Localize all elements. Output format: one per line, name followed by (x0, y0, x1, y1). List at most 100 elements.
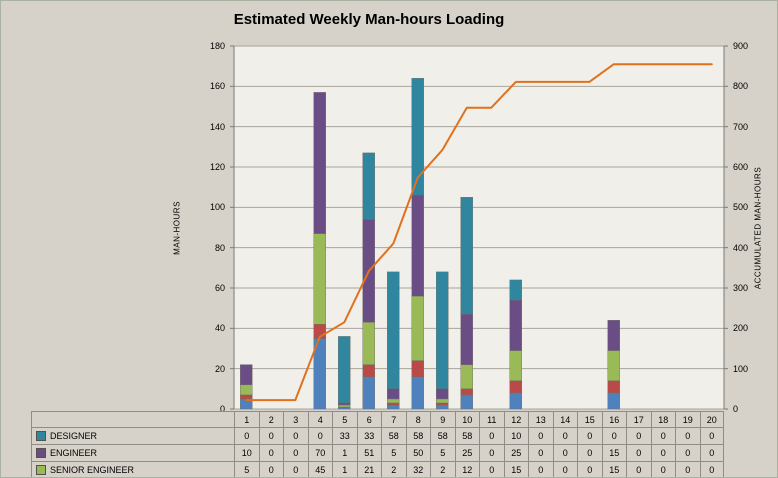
bar-segment (460, 364, 473, 390)
table-value-cell: 0 (528, 445, 553, 462)
week-number-cell: 15 (577, 411, 602, 428)
bar-segment (387, 404, 400, 410)
left-axis-tick-label: 160 (209, 81, 225, 92)
table-value-cell: 0 (675, 428, 700, 445)
week-number-cell: 18 (650, 411, 675, 428)
week-number-cell: 1 (234, 411, 259, 428)
table-value-cell: 0 (577, 462, 602, 477)
week-number-cell: 17 (626, 411, 651, 428)
bar-segment (436, 271, 449, 390)
bar-segment (411, 360, 424, 377)
table-value-cell: 0 (307, 428, 332, 445)
table-header-row: 1 2 3 4 5 6 7 8 9 10 11 12 13 14 15 16 17 18 19 20 (31, 411, 724, 428)
week-number-cell: 2 (258, 411, 283, 428)
left-axis-tick-label: 60 (214, 283, 225, 293)
series-label-cell: ENGINEER (31, 445, 234, 462)
bar-segment (411, 78, 424, 196)
chart-canvas (230, 45, 728, 410)
bar-segment (411, 376, 424, 410)
right-axis-tick-label: 200 (733, 323, 749, 334)
table-value-cell: 15 (601, 462, 627, 477)
table-value-cell: 0 (650, 462, 676, 477)
bar-segment (362, 376, 375, 410)
series-label: DESIGNER (50, 431, 98, 441)
table-value-cell: 0 (577, 428, 602, 445)
table-value-cell: 25 (503, 445, 528, 462)
table-value-cell: 58 (430, 428, 455, 445)
left-axis-tick-label: 100 (209, 202, 225, 213)
left-axis-tick-label: 0 (219, 404, 225, 414)
table-value-cell: 15 (601, 445, 626, 462)
bar-segment (607, 380, 620, 394)
table-value-cell: 0 (626, 445, 651, 462)
left-axis-title: MAN-HOURS (172, 201, 182, 255)
bar-segment (436, 404, 449, 410)
table-row: DESIGNER 0 0 0 0 33 33 58 58 58 58 0 10 0 0 0 0 0 0 0 0 (31, 428, 724, 445)
bar-segment (436, 402, 449, 406)
table-value-cell: 0 (650, 445, 675, 462)
bar-segment (411, 295, 424, 361)
table-value-cell: 0 (675, 462, 700, 477)
table-value-cell: 0 (283, 445, 308, 462)
table-value-cell: 0 (601, 428, 626, 445)
bar-segment (338, 404, 351, 408)
table-value-cell: 2 (430, 462, 455, 477)
table-value-cell: 50 (405, 445, 430, 462)
table-row: ENGINEER 10 0 0 70 1 51 5 50 5 25 0 25 0 0 0 15 0 0 0 0 (31, 445, 724, 462)
right-axis-tick-label: 100 (733, 363, 749, 374)
bar-segment (313, 233, 326, 325)
left-axis-tick-label: 180 (209, 41, 225, 51)
week-number-cell: 5 (332, 411, 357, 428)
table-value-cell: 58 (405, 428, 430, 445)
plot-area (230, 45, 728, 410)
bar-segment (607, 392, 620, 410)
table-value-cell: 0 (650, 428, 675, 445)
bar-segment (509, 392, 522, 410)
week-number-cell: 12 (503, 411, 528, 428)
bar-segment (240, 364, 253, 385)
left-axis-tick-label: 120 (209, 162, 225, 172)
table-value-cell: 0 (479, 445, 504, 462)
table-value-cell: 32 (405, 462, 431, 477)
week-number-cell: 19 (675, 411, 700, 428)
right-axis-tick-label: 700 (733, 121, 749, 132)
table-value-cell: 51 (356, 445, 381, 462)
week-number-cell: 16 (601, 411, 626, 428)
table-value-cell: 58 (381, 428, 406, 445)
week-number-cell: 10 (454, 411, 479, 428)
table-value-cell: 0 (552, 462, 578, 477)
table-value-cell: 45 (307, 462, 333, 477)
bar-segment (240, 384, 253, 396)
bar-segment (509, 380, 522, 394)
legend-swatch (36, 431, 46, 441)
left-axis-tick-label: 40 (214, 323, 225, 334)
week-number-cell: 11 (479, 411, 504, 428)
table-value-cell: 15 (503, 462, 529, 477)
week-number-cell: 8 (405, 411, 430, 428)
table-value-cell: 0 (552, 445, 577, 462)
bar-segment (607, 320, 620, 351)
table-value-cell: 0 (258, 428, 283, 445)
bar-segment (387, 271, 400, 390)
bar-segment (362, 364, 375, 377)
series-label-cell: SENIOR ENGINEER (31, 462, 234, 477)
week-number-cell: 7 (381, 411, 406, 428)
week-number-cell: 20 (699, 411, 724, 428)
bar-segment (338, 336, 351, 404)
table-value-cell: 0 (258, 462, 284, 477)
week-number-cell: 9 (430, 411, 455, 428)
bar-segment (387, 402, 400, 406)
table-value-cell: 21 (356, 462, 382, 477)
table-value-cell: 0 (234, 428, 259, 445)
week-number-cell: 4 (307, 411, 332, 428)
table-row: SENIOR ENGINEER 5 0 0 45 1 21 2 32 2 12 0 15 0 0 0 15 0 0 0… (31, 462, 724, 477)
table-value-cell: 0 (552, 428, 577, 445)
table-value-cell: 70 (307, 445, 332, 462)
table-value-cell: 10 (234, 445, 259, 462)
week-number-cell: 13 (528, 411, 553, 428)
table-value-cell: 12 (454, 462, 480, 477)
bar-segment (436, 398, 449, 404)
table-value-cell: 0 (283, 428, 308, 445)
bar-segment (362, 322, 375, 365)
